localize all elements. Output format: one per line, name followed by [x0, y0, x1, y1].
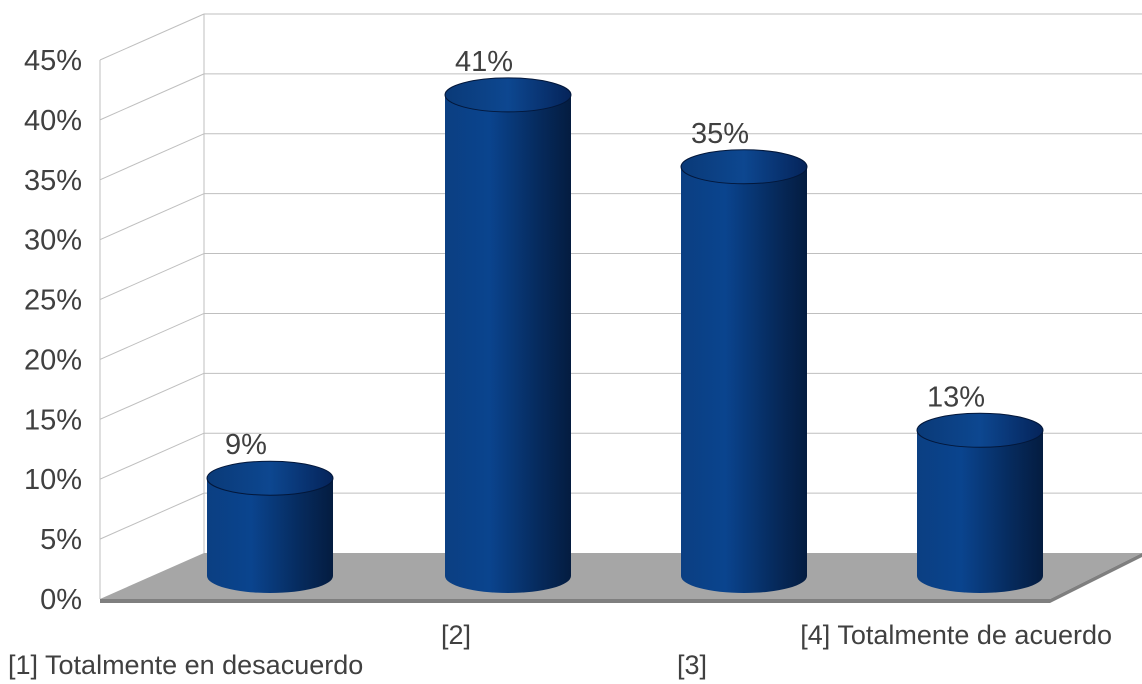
gridline-side [99, 133, 205, 181]
y-tick-label: 45% [24, 45, 82, 77]
bar [444, 77, 572, 594]
gridline-side [99, 13, 205, 61]
y-tick-label: 30% [24, 225, 82, 257]
floor-top [100, 553, 1142, 599]
y-tick-label: 15% [24, 404, 82, 436]
bar-body [445, 94, 571, 594]
gridline-side [99, 73, 205, 121]
bar [916, 412, 1044, 593]
y-tick-label: 25% [24, 285, 82, 317]
bar-top [680, 149, 808, 185]
category-label: [2] [441, 620, 471, 650]
gridline-side [99, 193, 205, 241]
bar [680, 149, 808, 593]
y-tick-label: 10% [24, 464, 82, 496]
category-label: [4] Totalmente de acuerdo [800, 620, 1112, 650]
y-tick-label: 20% [24, 344, 82, 376]
chart-walls [99, 13, 1142, 599]
data-label: 13% [927, 381, 985, 413]
gridline-side [99, 312, 205, 360]
data-label: 9% [225, 429, 267, 461]
bar [206, 460, 334, 593]
bars-group [206, 77, 1044, 594]
bar-top [916, 412, 1044, 448]
bar-body [681, 166, 807, 593]
labels-group: 0% 5% 10% 15% 20% 25% 30% 35% 40% 45% 9% 41% 35% 13% [… [8, 45, 1112, 680]
gridline-side [99, 432, 205, 480]
y-tick-label: 40% [24, 105, 82, 137]
y-tick-label: 35% [24, 165, 82, 197]
y-tick-label: 0% [40, 584, 82, 616]
bar-top [206, 460, 334, 496]
data-label: 41% [455, 46, 513, 78]
y-tick-label: 5% [40, 524, 82, 556]
bar-body [917, 430, 1043, 593]
bar-top [444, 77, 572, 113]
chart-floor [100, 553, 1142, 603]
gridline-side [99, 492, 205, 540]
gridline-side [99, 372, 205, 420]
gridline-side [99, 253, 205, 301]
category-label: [3] [677, 650, 707, 680]
bar-body [207, 478, 333, 593]
data-label: 35% [691, 118, 749, 150]
category-label: [1] Totalmente en desacuerdo [8, 650, 363, 680]
